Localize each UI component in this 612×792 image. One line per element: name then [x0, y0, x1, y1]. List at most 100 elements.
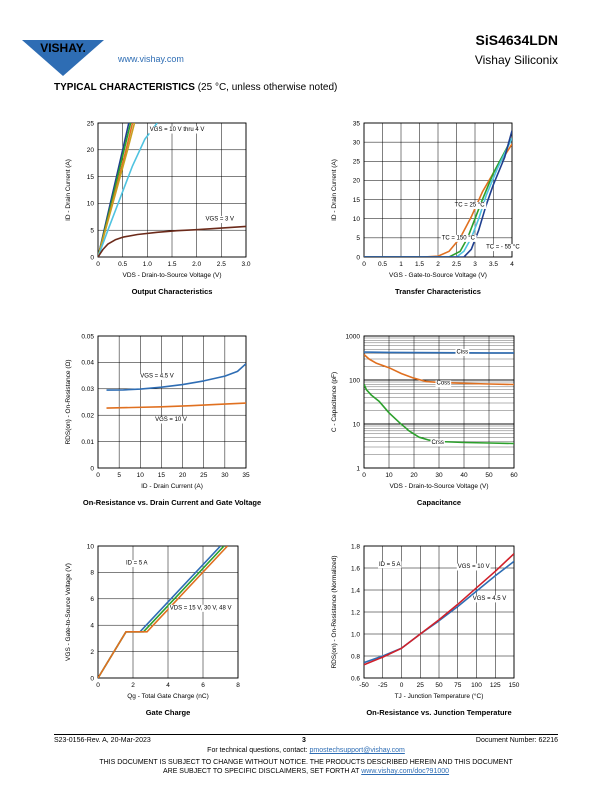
x-tick-label: 75 [454, 682, 462, 689]
series-line-0 [364, 351, 514, 354]
page-number: 3 [302, 737, 306, 744]
vishay-logo: VISHAY. [22, 40, 104, 76]
y-tick-label: 0.04 [81, 360, 94, 367]
x-tick-label: 50 [485, 472, 493, 479]
x-axis-label: VGS - Gate-to-Source Voltage (V) [389, 272, 487, 279]
x-axis-label: TJ - Junction Temperature (°C) [395, 692, 484, 700]
x-tick-label: 0 [96, 472, 100, 479]
x-tick-label: 30 [435, 472, 443, 479]
x-tick-label: 8 [236, 682, 240, 689]
chart-annotation: VGS = 4.5 V [473, 596, 507, 602]
x-tick-label: 125 [490, 682, 501, 689]
x-tick-label: 1.5 [167, 261, 176, 268]
on-resistance-vs-temperature-chart: -50 -25 0 25 50 75 100 125 150 0.6 0.8 1.0 1.2 1.4 1.6… [331, 543, 520, 717]
x-tick-label: 0 [400, 682, 404, 689]
gate-charge-chart: 0 2 4 6 8 0 2 4 6 8 10 ID = 5 A VDS = 15 V, 30 V, 48… [65, 543, 240, 717]
plot-frame [97, 122, 247, 258]
y-tick-label: 20 [353, 178, 361, 185]
series-line-0 [98, 546, 222, 678]
x-tick-label: 3 [473, 261, 477, 268]
on-resistance-vs-drain-current-chart: 0 5 10 15 20 25 30 35 0 0.01 0.02 0.03 0.04 0.05 VGS =… [65, 333, 261, 507]
y-tick-label: 20 [87, 147, 95, 154]
y-tick-label: 10 [353, 216, 361, 223]
website-link[interactable]: www.vishay.com [118, 54, 184, 64]
annotation-backdrop [435, 380, 452, 388]
annotation-backdrop [471, 595, 508, 603]
chart-annotation: VGS = 10 V [458, 564, 490, 570]
series-line-1 [106, 402, 246, 409]
y-tick-label: 100 [349, 377, 360, 384]
part-number: SiS4634LDN [475, 32, 558, 48]
section-title-main: TYPICAL CHARACTERISTICS [54, 82, 195, 93]
x-tick-label: 0 [96, 261, 100, 268]
annotation-backdrop [485, 244, 522, 252]
contact-email-link[interactable]: pmostechsupport@vishay.com [309, 747, 405, 754]
plot-frame [363, 335, 515, 469]
chart-caption: Output Characteristics [132, 287, 213, 296]
chart-annotation: ID = 5 A [126, 560, 148, 566]
plot-frame [97, 545, 239, 679]
x-tick-label: -50 [359, 682, 369, 689]
series-line-1 [98, 546, 225, 678]
disclaimer-line-2: ARE SUBJECT TO SPECIFIC DISCLAIMERS, SET… [0, 768, 612, 775]
x-tick-label: 2.5 [217, 261, 226, 268]
series-line-3 [98, 123, 136, 257]
chart-caption: Capacitance [417, 498, 461, 507]
disclaimer-link[interactable]: www.vishay.com/doc?91000 [361, 768, 450, 775]
annotation-backdrop [455, 349, 470, 357]
y-tick-label: 10 [353, 421, 361, 428]
annotation-backdrop [125, 559, 149, 567]
chart-annotation: ID = 5 A [379, 562, 401, 568]
x-tick-label: 10 [385, 472, 393, 479]
x-tick-label: 30 [221, 472, 229, 479]
y-tick-label: 0.02 [81, 413, 94, 420]
x-tick-label: 150 [509, 682, 520, 689]
chart-annotation: VGS = 3 V [206, 217, 235, 223]
x-tick-label: 0.5 [378, 261, 387, 268]
chart-annotation: VGS = 10 V thru 4 V [150, 127, 205, 133]
y-axis-label: ID - Drain Current (A) [331, 159, 338, 221]
grid [363, 335, 515, 469]
section-title-note: (25 °C, unless otherwise noted) [197, 82, 338, 93]
y-tick-label: 1.8 [351, 543, 360, 550]
x-tick-label: 0 [96, 682, 100, 689]
series-line-2 [98, 546, 229, 678]
x-tick-label: 1.0 [143, 261, 152, 268]
grid [97, 545, 239, 679]
annotation-backdrop [154, 416, 188, 424]
x-tick-label: 2.5 [452, 261, 461, 268]
x-tick-label: 25 [200, 472, 208, 479]
y-tick-label: 5 [356, 235, 360, 242]
y-tick-label: 0.05 [81, 333, 94, 340]
output-characteristics-chart: 0 0.5 1.0 1.5 2.0 2.5 3.0 0 5 10 15 20 25 VGS = 10 V … [65, 120, 251, 296]
x-tick-label: 15 [158, 472, 166, 479]
x-tick-label: 0 [362, 472, 366, 479]
chart-caption: Gate Charge [146, 708, 191, 717]
annotation-backdrop [378, 561, 402, 569]
y-tick-label: 4 [90, 623, 94, 630]
x-tick-label: 10 [137, 472, 145, 479]
x-tick-label: 40 [460, 472, 468, 479]
annotation-backdrop [139, 372, 175, 380]
series-line-4 [98, 123, 158, 257]
chart-annotation: Coss [437, 381, 451, 387]
series-line-2 [364, 137, 512, 257]
y-axis-label: RDS(on) - On-Resistance (Normalized) [331, 555, 338, 668]
x-tick-label: 5 [117, 472, 121, 479]
chart-annotation: TC = 25 °C [455, 202, 486, 208]
y-tick-label: 5 [90, 228, 94, 235]
transfer-characteristics-chart: 0 0.5 1 1.5 2 2.5 3 3.5 4 0 5 10 15 20 25 30 35 TC = 25 °… [331, 120, 522, 296]
y-tick-label: 1.0 [351, 631, 360, 638]
y-tick-label: 0.03 [81, 386, 94, 393]
chart-annotation: VDS = 15 V, 30 V, 48 V [170, 605, 232, 611]
annotation-backdrop [168, 604, 233, 612]
chart-annotation: Ciss [457, 350, 469, 356]
vishay-logo-text: VISHAY. [40, 41, 86, 55]
y-axis-label: ID - Drain Current (A) [65, 159, 72, 221]
x-tick-label: 1.5 [415, 261, 424, 268]
series-line-1 [364, 553, 514, 666]
x-tick-label: 0 [362, 261, 366, 268]
y-axis-label: VGS - Gate-to-Source Voltage (V) [65, 563, 72, 661]
y-tick-label: 0 [90, 254, 94, 261]
chart-annotation: Crss [432, 440, 444, 446]
